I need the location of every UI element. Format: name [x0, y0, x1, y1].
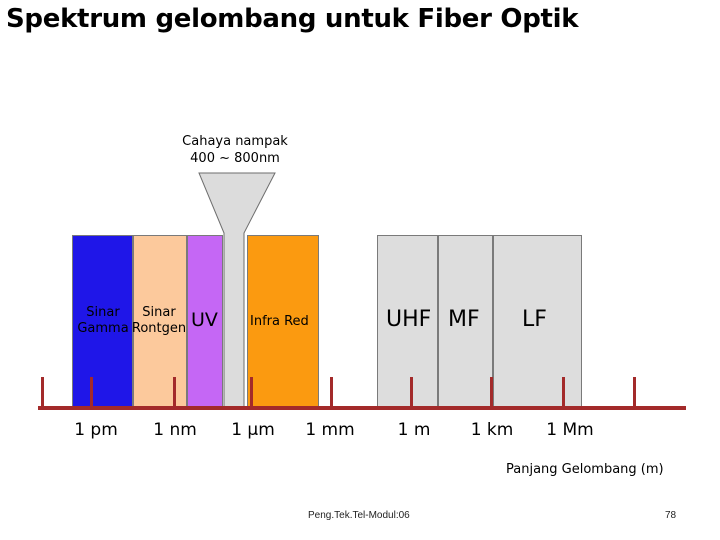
xray-label: Sinar Rontgen	[124, 305, 194, 337]
visible-light-name: Cahaya nampak	[182, 134, 288, 149]
band-xray	[133, 235, 187, 408]
mf-label: MF	[448, 307, 480, 332]
wavelength-axis	[38, 406, 686, 410]
band-uv	[187, 235, 223, 408]
axis-tick	[330, 377, 333, 407]
axis-tick	[562, 377, 565, 407]
axis-tick	[90, 377, 93, 407]
uv-label: UV	[191, 309, 218, 331]
page-number: 78	[665, 510, 677, 521]
axis-tick	[490, 377, 493, 407]
visible-light-label: Cahaya nampak 400 ~ 800nm	[150, 133, 320, 167]
scale-label-um: 1 µm	[231, 420, 275, 440]
footer-text: Peng.Tek.Tel-Modul:06	[308, 510, 410, 521]
band-mf	[438, 235, 493, 408]
gamma-label: Sinar Gamma	[68, 305, 138, 337]
scale-label-m: 1 m	[397, 420, 431, 440]
band-gamma	[72, 235, 133, 408]
lf-label: LF	[522, 307, 547, 332]
uhf-label: UHF	[386, 307, 432, 332]
axis-title: Panjang Gelombang (m)	[506, 462, 664, 477]
gamma-label-line2: Gamma	[77, 321, 129, 336]
axis-tick	[410, 377, 413, 407]
scale-label-mm: 1 mm	[305, 420, 355, 440]
xray-label-line2: Rontgen	[131, 321, 187, 336]
axis-tick	[250, 377, 253, 407]
scale-label-Mm: 1 Mm	[546, 420, 594, 440]
visible-light-range: 400 ~ 800nm	[190, 151, 280, 166]
band-lf	[493, 235, 582, 408]
axis-tick	[173, 377, 176, 407]
xray-label-line1: Sinar	[142, 305, 176, 320]
scale-label-km: 1 km	[470, 420, 514, 440]
infrared-label: Infra Red	[250, 314, 309, 329]
scale-label-nm: 1 nm	[153, 420, 197, 440]
axis-tick	[633, 377, 636, 407]
scale-label-pm: 1 pm	[74, 420, 118, 440]
axis-tick	[41, 377, 44, 407]
slide-title: Spektrum gelombang untuk Fiber Optik	[6, 4, 579, 34]
gamma-label-line1: Sinar	[86, 305, 120, 320]
